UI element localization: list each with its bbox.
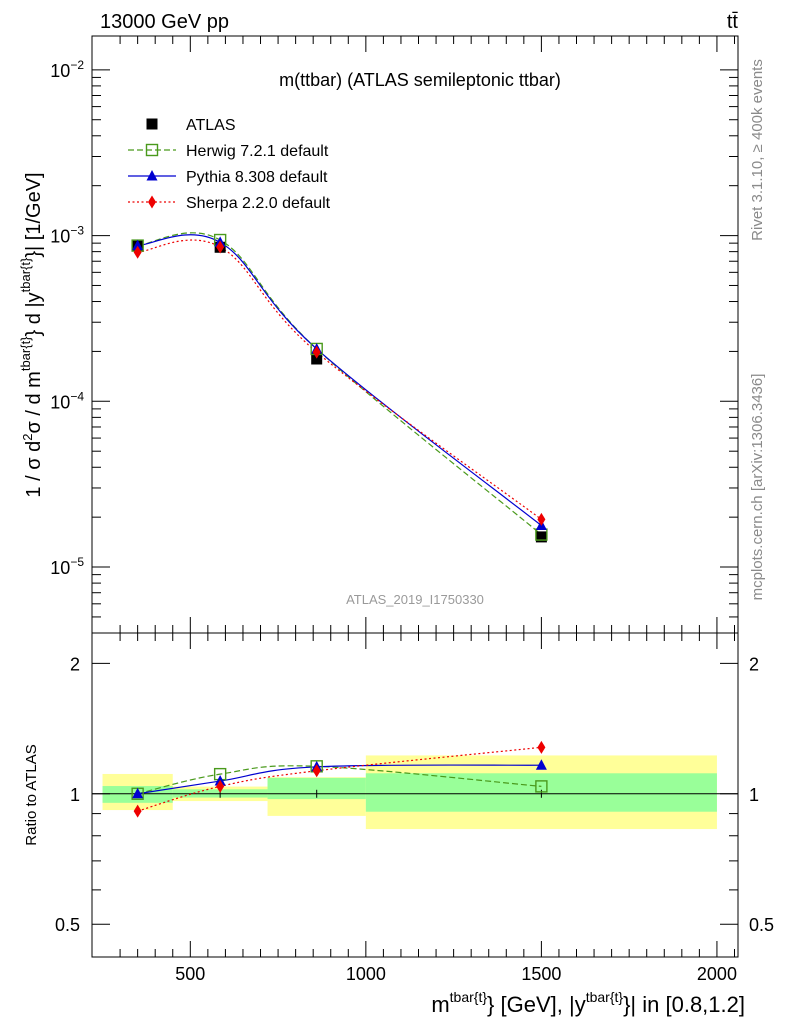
legend-marker-0 <box>146 118 158 130</box>
main-point-3-2 <box>312 345 321 359</box>
main-panel: 10−5 10−4 10−3 10−2 m(ttbar) (ATLAS semilep… <box>18 35 739 634</box>
mcplots-label: mcplots.cern.ch [arXiv:1306.3436] <box>749 374 766 601</box>
process-label: tt̄ <box>727 11 739 33</box>
main-point-2-0 <box>132 239 144 251</box>
ratio-xtick-label: 500 <box>175 964 205 984</box>
legend-marker-2 <box>146 170 158 181</box>
legend-marker-1 <box>145 143 159 157</box>
main-plot-marks <box>131 232 548 543</box>
ratio-y-axis-label: Ratio to ATLAS <box>23 744 40 845</box>
main-ytick-label: 10−2 <box>50 58 84 81</box>
main-point-3-0 <box>133 245 142 259</box>
ratio-point-2-1 <box>216 779 225 793</box>
ratio-ytick-label-left: 2 <box>70 654 80 674</box>
main-axis-ticks: 10−5 10−4 10−3 10−2 <box>50 36 738 634</box>
main-point-3-3 <box>537 512 546 526</box>
ratio-point-0-3 <box>535 780 548 793</box>
ratio-point-2-0 <box>133 804 142 818</box>
legend: ATLAS Herwig 7.2.1 default Pythia 8.308 de… <box>128 117 331 212</box>
legend-label-1: Herwig 7.2.1 default <box>186 143 329 160</box>
ratio-xtick-label: 1500 <box>521 964 561 984</box>
main-point-0-2 <box>311 353 323 365</box>
ratio-xtick-label: 1000 <box>346 964 386 984</box>
ratio-ytick-label-left: 0.5 <box>55 915 80 935</box>
series-line-2 <box>137 234 542 527</box>
analysis-watermark: ATLAS_2019_I1750330 <box>346 592 484 607</box>
ratio-point-2-3 <box>537 740 546 754</box>
series-line-1 <box>137 232 542 536</box>
ratio-frame <box>91 632 739 958</box>
legend-label-3: Sherpa 2.2.0 default <box>186 195 331 212</box>
rivet-label: Rivet 3.1.10, ≥ 400k events <box>749 59 766 241</box>
ratio-plot-marks <box>92 740 738 830</box>
ratio-ytick-label-right: 1 <box>749 785 759 805</box>
main-title: m(ttbar) (ATLAS semileptonic ttbar) <box>279 70 561 90</box>
ratio-line-2 <box>137 746 542 812</box>
main-ytick-label: 10−3 <box>50 224 84 247</box>
main-y-axis-label: 1 / σ d2σ / d mtbar{t}} d |ytbar{t}}| [1… <box>18 172 45 497</box>
ratio-point-1-3 <box>535 759 547 770</box>
legend-marker-3 <box>148 195 156 209</box>
legend-label-0: ATLAS <box>186 117 236 134</box>
ratio-point-2-2 <box>312 764 321 778</box>
main-ytick-label: 10−5 <box>50 555 84 578</box>
main-point-3-1 <box>216 240 225 254</box>
ratio-ytick-label-left: 1 <box>70 785 80 805</box>
ratio-ytick-label-right: 2 <box>749 654 759 674</box>
x-axis-label: mtbar{t}} [GeV], |ytbar{t}}| in [0.8,1.2… <box>431 989 745 1017</box>
ratio-panel: 0.5 0.5 1 1 2 2 500 1000 1500 2000 Ratio to ATLAS… <box>23 632 774 1017</box>
collision-label: 13000 GeV pp <box>100 11 229 33</box>
ratio-axis-ticks: 0.5 0.5 1 1 2 2 500 1000 1500 2000 <box>55 633 774 984</box>
ratio-line-0 <box>137 765 542 795</box>
legend-label-2: Pythia 8.308 default <box>186 169 328 186</box>
main-point-0-3 <box>535 531 547 543</box>
ratio-xtick-label: 2000 <box>697 964 737 984</box>
main-ytick-label: 10−4 <box>50 389 84 412</box>
ratio-ytick-label-right: 0.5 <box>749 915 774 935</box>
ratio-point-1-0 <box>132 787 144 799</box>
series-line-3 <box>137 239 542 520</box>
ratio-line-1 <box>137 764 542 795</box>
